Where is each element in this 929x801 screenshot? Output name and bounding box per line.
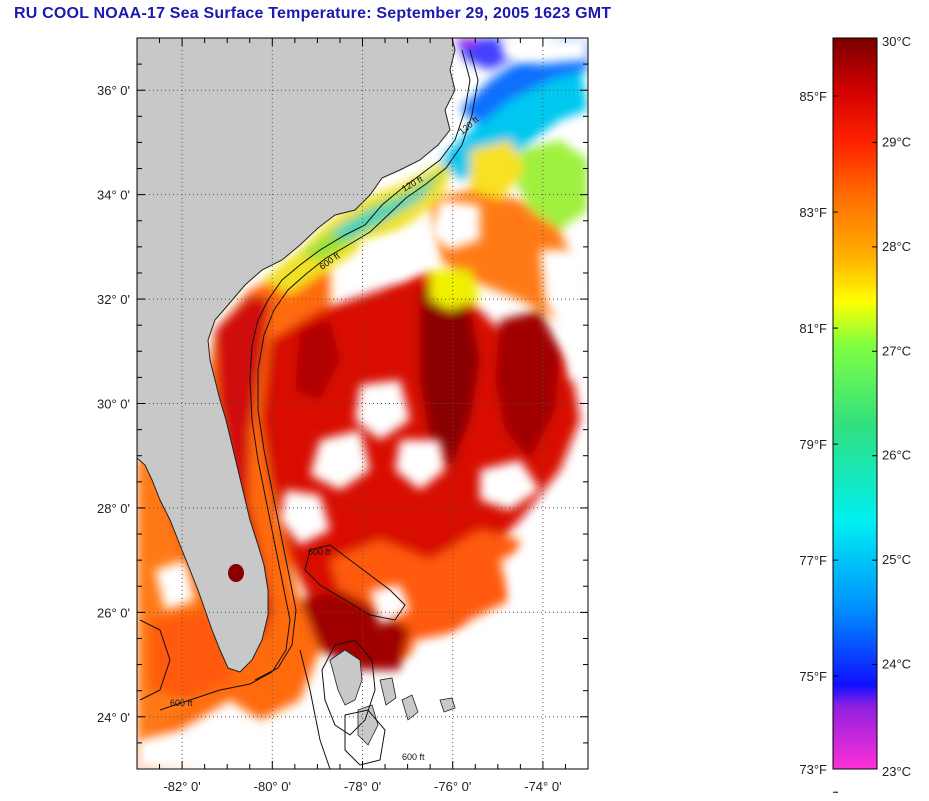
- contour-label: 600 ft: [170, 698, 193, 708]
- colorbar-celsius-label: 27°C: [882, 343, 911, 358]
- lon-tick-label: -82° 0': [163, 779, 200, 794]
- colorbar-fahrenheit-label: 73°F: [799, 762, 827, 777]
- colorbar-fahrenheit-label: 79°F: [799, 437, 827, 452]
- colorbar-scale: [832, 37, 878, 770]
- bathymetry-contours: [139, 49, 479, 769]
- lat-tick-label: 34° 0': [97, 188, 130, 203]
- colorbar-fahrenheit-labels: 85°F 83°F 81°F 79°F 77°F 75°F 73°F: [799, 89, 838, 793]
- latitude-labels: 36° 0' 34° 0' 32° 0' 30° 0' 28° 0' 26° 0' 24° …: [97, 83, 130, 725]
- lat-tick-label: 24° 0': [97, 710, 130, 725]
- colorbar-celsius-labels: 30°C 29°C 28°C 27°C 26°C 25°C 24°C 23°C: [872, 34, 911, 779]
- contour-label: 600 ft: [402, 752, 425, 762]
- colorbar-fahrenheit-label: 85°F: [799, 89, 827, 104]
- colorbar-celsius-label: 30°C: [882, 34, 911, 49]
- lon-tick-label: -76° 0': [434, 779, 471, 794]
- longitude-labels: -82° 0' -80° 0' -78° 0' -76° 0' -74° 0': [163, 779, 561, 794]
- colorbar-celsius-label: 28°C: [882, 239, 911, 254]
- colorbar-fahrenheit-label: 77°F: [799, 553, 827, 568]
- colorbar-celsius-label: 29°C: [882, 134, 911, 149]
- contour-label: 600 ft: [308, 547, 331, 557]
- colorbar: 30°C 29°C 28°C 27°C 26°C 25°C 24°C 23°C 85°F 83°…: [799, 34, 911, 793]
- cloud-mask: [137, 38, 588, 769]
- lat-tick-label: 30° 0': [97, 397, 130, 412]
- lat-tick-label: 26° 0': [97, 605, 130, 620]
- lon-tick-label: -74° 0': [524, 779, 561, 794]
- axis-ticks: [136, 37, 589, 770]
- lat-tick-label: 28° 0': [97, 501, 130, 516]
- colorbar-celsius-label: 25°C: [882, 552, 911, 567]
- colorbar-celsius-label: 26°C: [882, 448, 911, 463]
- land-us-southeast: [137, 38, 456, 673]
- colorbar-celsius-label: 23°C: [882, 764, 911, 779]
- colorbar-fahrenheit-label: 75°F: [799, 669, 827, 684]
- map-title: RU COOL NOAA-17 Sea Surface Temperature:…: [14, 5, 612, 22]
- colorbar-celsius-label: 24°C: [882, 657, 911, 672]
- lake-okeechobee: [228, 564, 244, 582]
- colorbar-fahrenheit-label: 81°F: [799, 321, 827, 336]
- colorbar-fahrenheit-label: 83°F: [799, 205, 827, 220]
- lon-tick-label: -78° 0': [344, 779, 381, 794]
- lon-tick-label: -80° 0': [254, 779, 291, 794]
- map-panel: 120 ft 600 ft 120 ft 600 ft 600 ft 600 f…: [137, 38, 588, 769]
- lat-tick-label: 32° 0': [97, 292, 130, 307]
- lat-tick-label: 36° 0': [97, 83, 130, 98]
